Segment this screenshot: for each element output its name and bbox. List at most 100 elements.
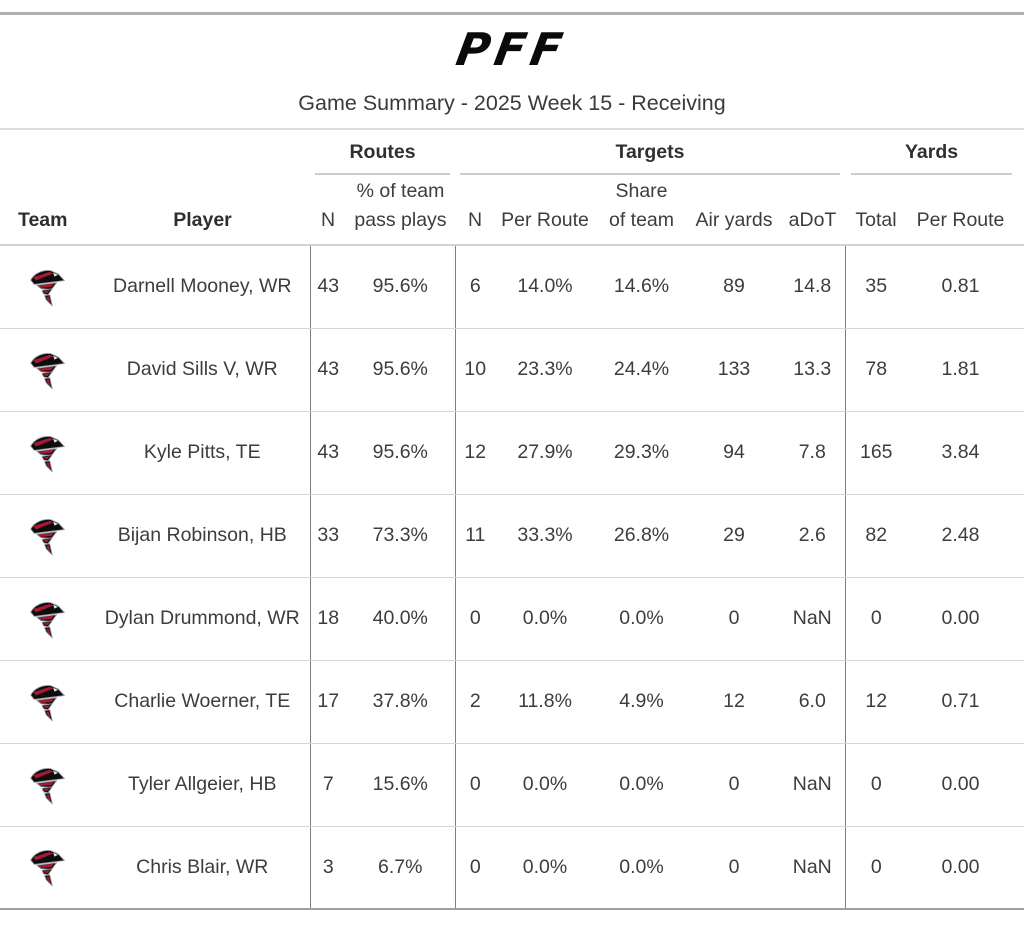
cell-air-yards: 0 (688, 826, 780, 910)
column-group-routes: Routes (310, 130, 455, 175)
cell-air-yards: 0 (688, 577, 780, 661)
cell-team (0, 245, 95, 329)
cell-share-of-team: 14.6% (595, 245, 688, 329)
column-header-routes-n: N (310, 175, 346, 246)
column-group-yards: Yards (845, 130, 1024, 175)
atlanta-falcons-logo-icon (29, 266, 67, 308)
column-header-adot: aDoT (780, 175, 846, 246)
cell-share-of-team: 4.9% (595, 660, 688, 744)
cell-routes-pct: 95.6% (346, 328, 455, 412)
cell-player: Darnell Mooney, WR (95, 245, 310, 329)
cell-routes-n: 33 (309, 494, 346, 578)
cell-targets-per-route: 14.0% (495, 245, 595, 329)
column-header-air-yards: Air yards (688, 175, 780, 246)
cell-yards-total: 0 (844, 577, 908, 661)
atlanta-falcons-logo-icon (29, 515, 67, 557)
page-title: Game Summary - 2025 Week 15 - Receiving (298, 91, 726, 115)
column-header-row: Team Player N % of team pass plays N Per… (0, 175, 1024, 246)
cell-team (0, 660, 95, 744)
cell-adot: NaN (780, 743, 846, 827)
atlanta-falcons-logo-icon (29, 846, 67, 888)
header: PFF (0, 23, 1024, 78)
table-row: Dylan Drummond, WR 18 40.0% 0 0.0% 0.0% … (0, 577, 1024, 661)
cell-routes-n: 18 (309, 577, 346, 661)
table-row: Chris Blair, WR 3 6.7% 0 0.0% 0.0% 0 NaN… (0, 826, 1024, 910)
cell-team (0, 411, 95, 495)
top-divider (0, 12, 1024, 15)
cell-yards-total: 82 (844, 494, 908, 578)
cell-yards-per-route: 0.00 (907, 743, 1024, 827)
cell-share-of-team: 0.0% (595, 743, 688, 827)
cell-targets-n: 11 (454, 494, 495, 578)
group-label-routes: Routes (349, 141, 416, 163)
cell-share-of-team: 24.4% (595, 328, 688, 412)
column-header-yards-per-route: Per Route (907, 175, 1024, 246)
atlanta-falcons-logo-icon (29, 598, 67, 640)
cell-targets-per-route: 27.9% (495, 411, 595, 495)
table-row: Bijan Robinson, HB 33 73.3% 11 33.3% 26.… (0, 494, 1024, 578)
pff-logo: PFF (452, 23, 572, 76)
table-row: Kyle Pitts, TE 43 95.6% 12 27.9% 29.3% 9… (0, 411, 1024, 495)
cell-team (0, 577, 95, 661)
cell-player: Charlie Woerner, TE (95, 660, 310, 744)
column-header-share-of-team: Share of team (595, 175, 688, 246)
cell-yards-per-route: 0.71 (907, 660, 1024, 744)
column-header-player: Player (95, 175, 310, 246)
receiving-stats-table: Routes Targets Yards Team Player N % of … (0, 130, 1024, 910)
cell-air-yards: 12 (688, 660, 780, 744)
cell-adot: 13.3 (780, 328, 846, 412)
cell-air-yards: 89 (688, 245, 780, 329)
cell-targets-n: 10 (454, 328, 495, 412)
cell-air-yards: 94 (688, 411, 780, 495)
cell-adot: NaN (780, 577, 846, 661)
cell-player: Kyle Pitts, TE (95, 411, 310, 495)
cell-share-of-team: 0.0% (595, 826, 688, 910)
column-header-targets-n: N (455, 175, 495, 246)
cell-yards-total: 0 (844, 826, 908, 910)
table-row: David Sills V, WR 43 95.6% 10 23.3% 24.4… (0, 328, 1024, 412)
cell-targets-per-route: 11.8% (495, 660, 595, 744)
cell-player: Bijan Robinson, HB (95, 494, 310, 578)
cell-routes-pct: 95.6% (346, 245, 455, 329)
cell-yards-total: 165 (844, 411, 908, 495)
cell-share-of-team: 29.3% (595, 411, 688, 495)
cell-player: Chris Blair, WR (95, 826, 310, 910)
column-group-row: Routes Targets Yards (0, 130, 1024, 175)
cell-targets-n: 0 (454, 743, 495, 827)
cell-targets-n: 0 (454, 577, 495, 661)
report-page: PFF Game Summary - 2025 Week 15 - Receiv… (0, 12, 1024, 910)
cell-yards-per-route: 0.00 (907, 826, 1024, 910)
atlanta-falcons-logo-icon (29, 432, 67, 474)
cell-team (0, 743, 95, 827)
cell-yards-per-route: 0.00 (907, 577, 1024, 661)
cell-adot: 2.6 (780, 494, 846, 578)
cell-routes-n: 43 (309, 328, 346, 412)
cell-yards-total: 12 (844, 660, 908, 744)
cell-routes-n: 43 (309, 245, 346, 329)
column-header-targets-per-route: Per Route (495, 175, 595, 246)
cell-targets-per-route: 0.0% (495, 826, 595, 910)
column-header-team: Team (0, 175, 95, 246)
cell-routes-n: 17 (309, 660, 346, 744)
cell-yards-per-route: 3.84 (907, 411, 1024, 495)
cell-routes-pct: 40.0% (346, 577, 455, 661)
cell-routes-pct: 95.6% (346, 411, 455, 495)
cell-adot: 7.8 (780, 411, 846, 495)
table-row: Darnell Mooney, WR 43 95.6% 6 14.0% 14.6… (0, 245, 1024, 329)
cell-targets-per-route: 0.0% (495, 577, 595, 661)
cell-team (0, 328, 95, 412)
cell-routes-pct: 6.7% (346, 826, 455, 910)
cell-yards-per-route: 1.81 (907, 328, 1024, 412)
cell-targets-per-route: 23.3% (495, 328, 595, 412)
cell-air-yards: 29 (688, 494, 780, 578)
atlanta-falcons-logo-icon (29, 349, 67, 391)
cell-routes-n: 43 (309, 411, 346, 495)
cell-targets-n: 2 (454, 660, 495, 744)
cell-yards-total: 35 (844, 245, 908, 329)
cell-share-of-team: 0.0% (595, 577, 688, 661)
atlanta-falcons-logo-icon (29, 681, 67, 723)
cell-player: David Sills V, WR (95, 328, 310, 412)
cell-air-yards: 133 (688, 328, 780, 412)
cell-routes-n: 3 (309, 826, 346, 910)
cell-routes-pct: 73.3% (346, 494, 455, 578)
